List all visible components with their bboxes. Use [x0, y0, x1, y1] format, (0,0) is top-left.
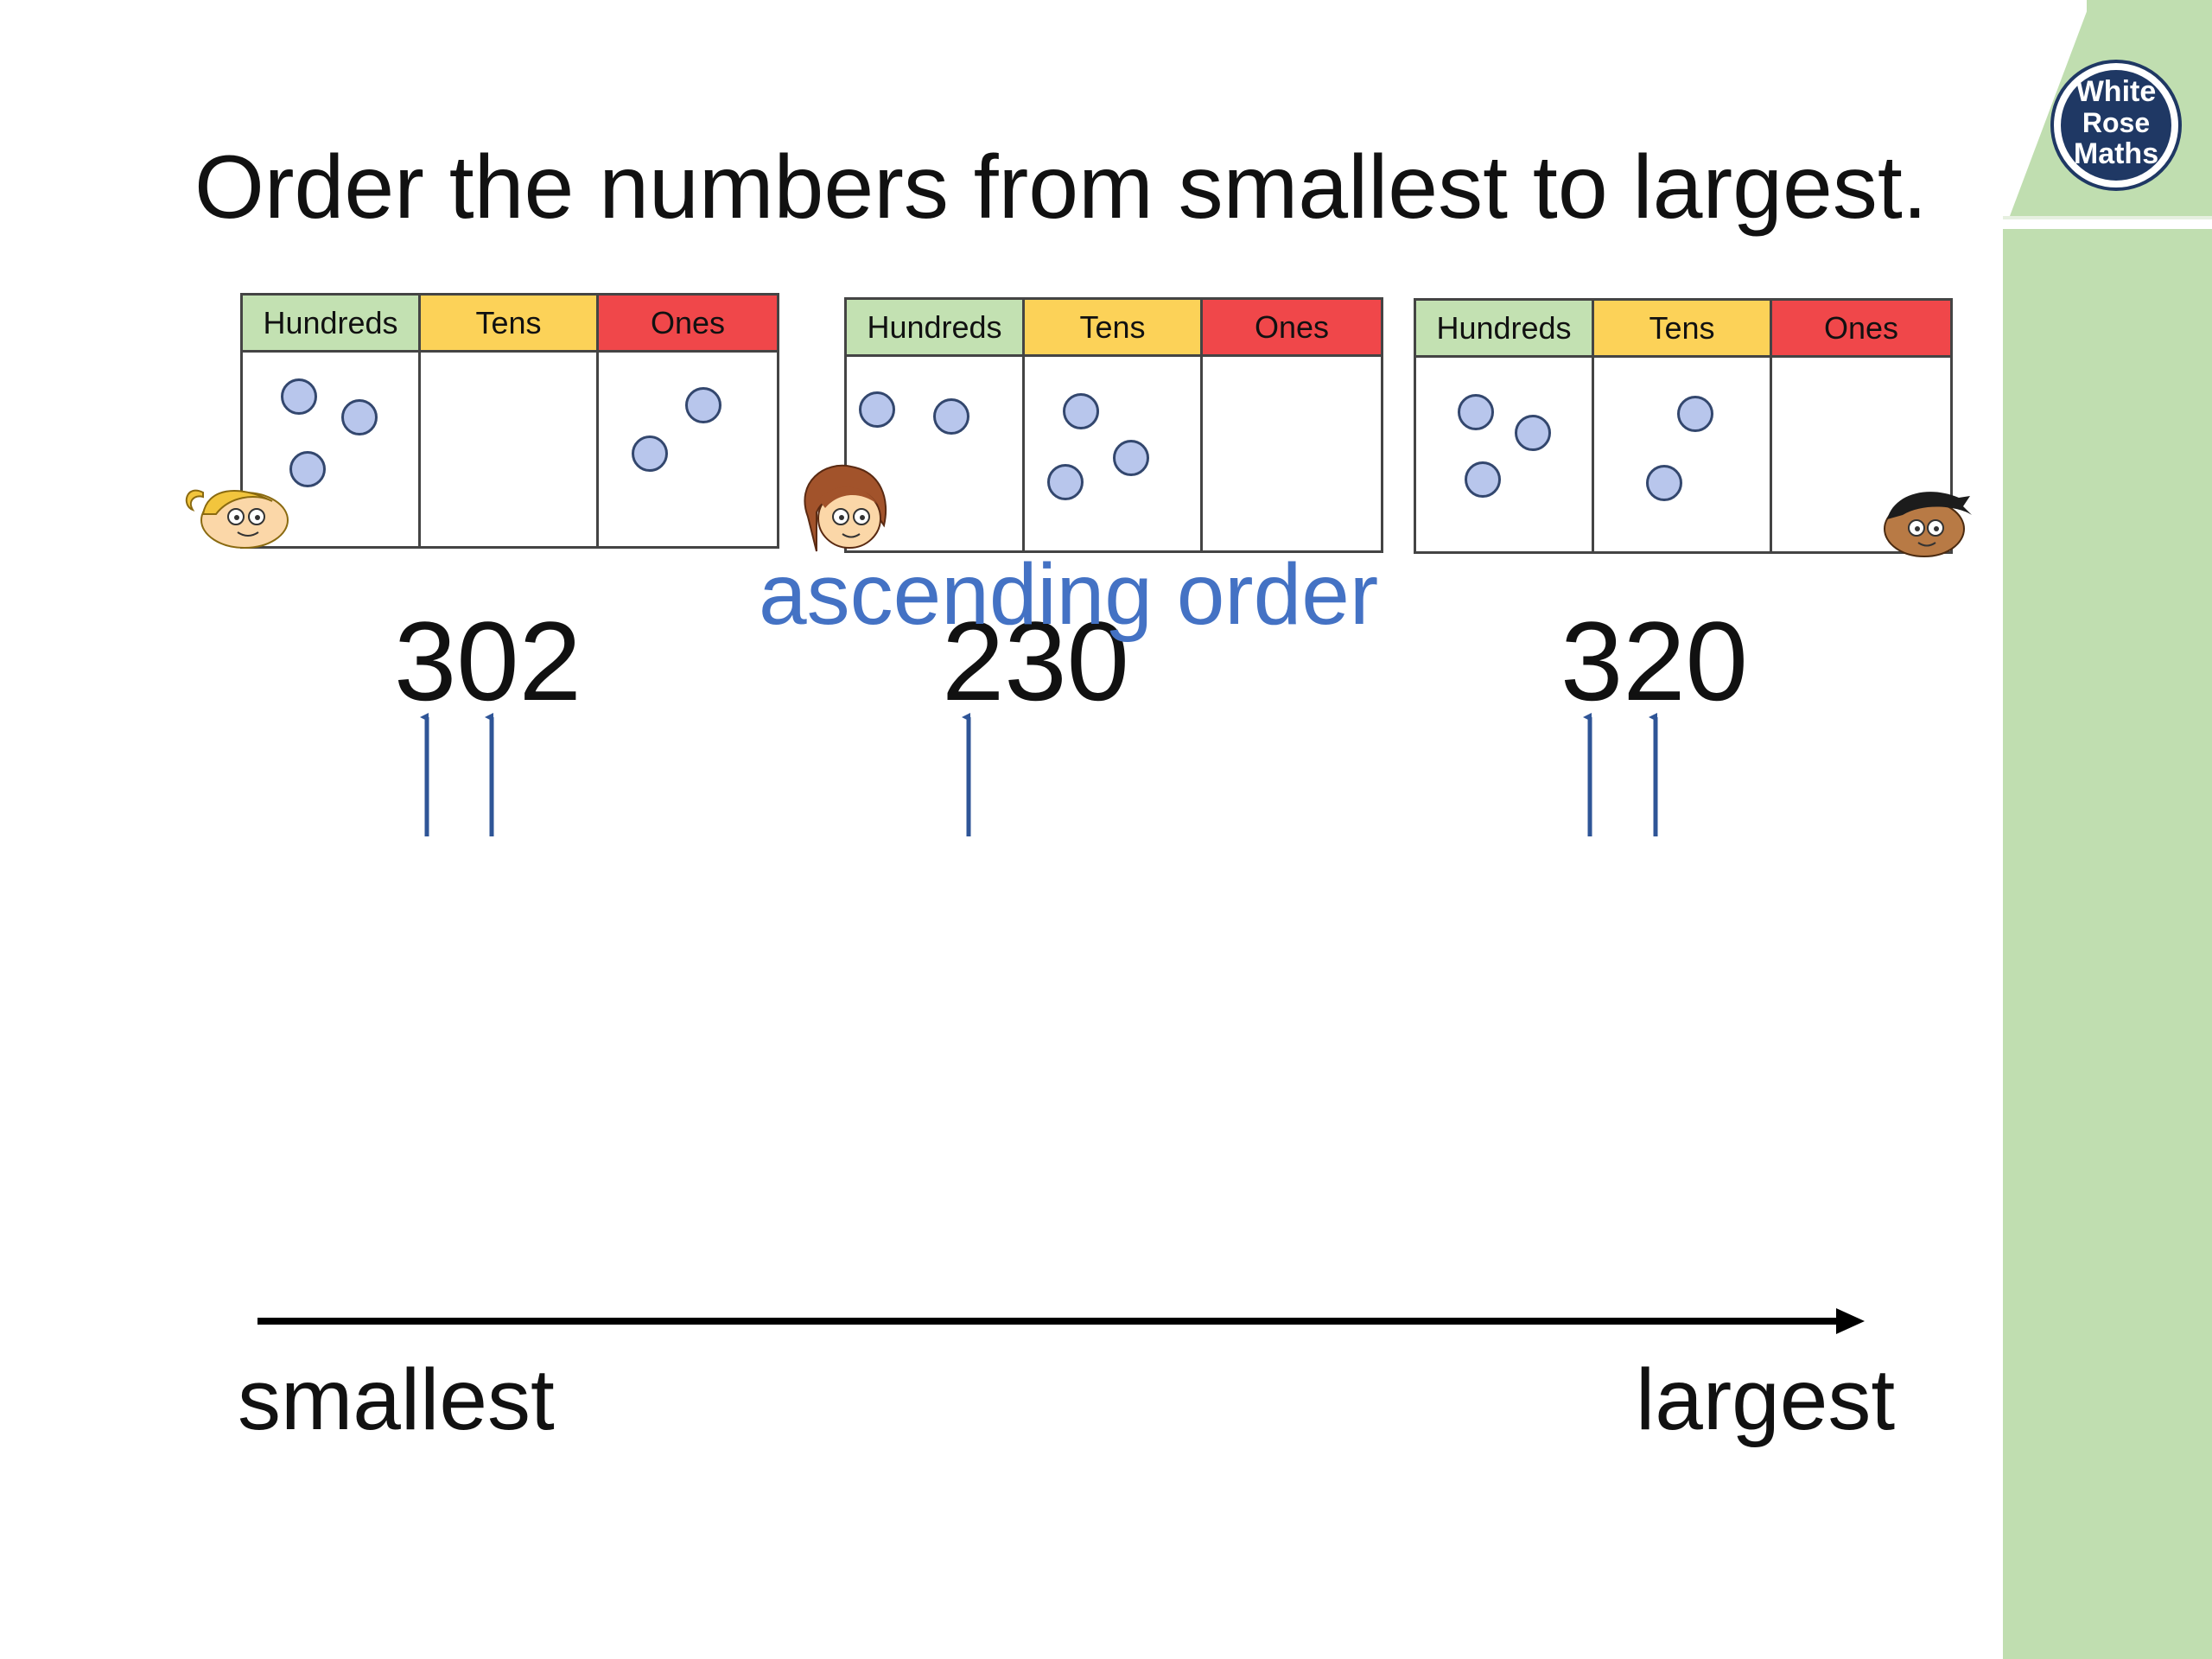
ascending-order-annotation: ascending order — [759, 546, 1379, 643]
logo-line-2: Rose — [2082, 107, 2150, 138]
header-hundreds: Hundreds — [1416, 301, 1594, 358]
counter — [859, 391, 895, 428]
digit-arrow — [420, 713, 1658, 836]
white-rose-maths-logo: White Rose Maths — [2003, 0, 2212, 219]
header-hundreds: Hundreds — [847, 300, 1025, 357]
counter — [1458, 394, 1494, 430]
counter — [1646, 465, 1682, 501]
number-320: 320 — [1560, 598, 1748, 724]
girl-red-hair-face-icon — [804, 464, 887, 552]
header-ones: Ones — [1203, 300, 1381, 357]
cell-hundreds — [847, 357, 1025, 550]
counter — [1677, 396, 1713, 432]
counter — [933, 398, 969, 435]
order-axis-arrowhead — [1836, 1308, 1865, 1334]
cell-tens — [421, 353, 599, 546]
counter — [281, 378, 317, 415]
header-tens: Tens — [1594, 301, 1772, 358]
counter — [1047, 464, 1084, 500]
boy-face-icon — [1884, 492, 1972, 557]
place-value-chart-1: Hundreds Tens Ones — [240, 293, 779, 549]
cell-hundreds — [243, 353, 421, 546]
counter — [632, 435, 668, 472]
counter — [289, 451, 326, 487]
counter — [1113, 440, 1149, 476]
counter — [1063, 393, 1099, 429]
place-value-chart-2: Hundreds Tens Ones — [844, 297, 1383, 553]
counter — [341, 399, 378, 435]
number-302: 302 — [394, 598, 582, 724]
cell-ones — [599, 353, 777, 546]
cell-hundreds — [1416, 358, 1594, 551]
header-ones: Ones — [1772, 301, 1950, 358]
page-title: Order the numbers from smallest to large… — [194, 137, 1928, 238]
logo-line-3: Maths — [2074, 137, 2158, 170]
largest-label: largest — [1636, 1351, 1896, 1448]
number-230: 230 — [942, 598, 1129, 724]
header-tens: Tens — [1025, 300, 1203, 357]
header-hundreds: Hundreds — [243, 296, 421, 353]
counter — [1465, 461, 1501, 498]
smallest-label: smallest — [238, 1351, 555, 1448]
header-tens: Tens — [421, 296, 599, 353]
green-sidebar — [2003, 229, 2212, 1659]
counter — [685, 387, 721, 423]
place-value-chart-3: Hundreds Tens Ones — [1414, 298, 1953, 554]
header-ones: Ones — [599, 296, 777, 353]
cell-ones — [1203, 357, 1381, 550]
logo-line-1: White — [2076, 75, 2157, 108]
counter — [1515, 415, 1551, 451]
girl-blonde-face-icon — [185, 489, 289, 549]
cell-tens — [1025, 357, 1203, 550]
cell-tens — [1594, 358, 1772, 551]
